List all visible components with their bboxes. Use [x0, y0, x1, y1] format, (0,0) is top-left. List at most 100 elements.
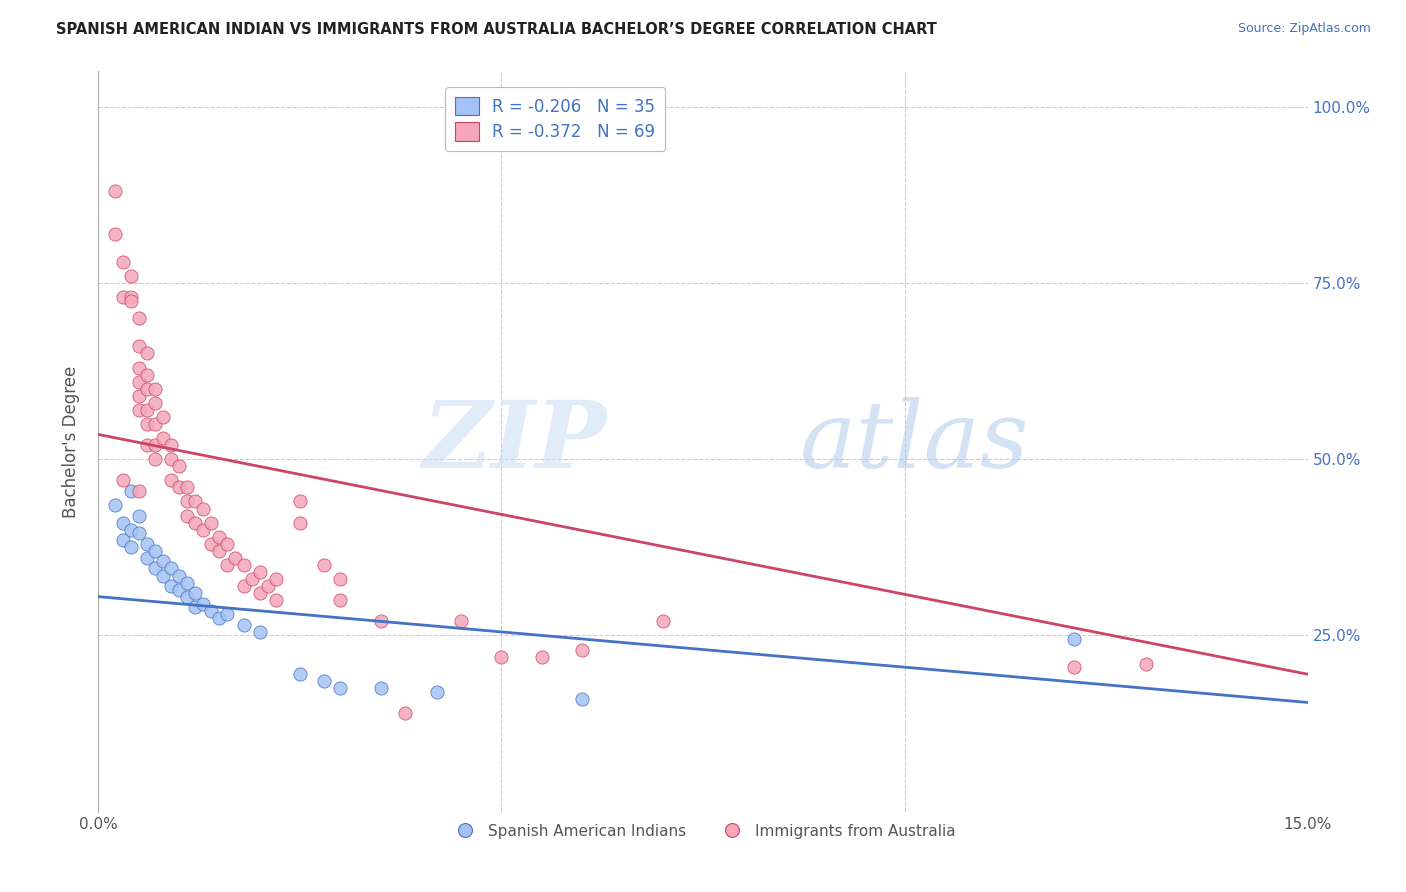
Point — [176, 575, 198, 590]
Point — [167, 568, 190, 582]
Point — [135, 402, 157, 417]
Point — [143, 561, 166, 575]
Point — [128, 360, 150, 375]
Point — [160, 561, 183, 575]
Point — [200, 604, 222, 618]
Point — [217, 537, 239, 551]
Point — [128, 375, 150, 389]
Point — [450, 615, 472, 629]
Point — [249, 586, 271, 600]
Point — [394, 706, 416, 720]
Point — [103, 498, 125, 512]
Point — [128, 508, 150, 523]
Point — [160, 438, 183, 452]
Point — [249, 624, 271, 639]
Point — [184, 600, 207, 615]
Text: atlas: atlas — [800, 397, 1029, 486]
Point — [135, 382, 157, 396]
Point — [184, 494, 207, 508]
Point — [208, 544, 231, 558]
Point — [160, 579, 183, 593]
Point — [152, 409, 174, 424]
Point — [329, 593, 352, 607]
Point — [111, 533, 134, 548]
Point — [208, 611, 231, 625]
Point — [184, 516, 207, 530]
Point — [224, 550, 246, 565]
Point — [232, 618, 254, 632]
Point — [135, 537, 157, 551]
Point — [217, 558, 239, 572]
Point — [135, 550, 157, 565]
Point — [1135, 657, 1157, 671]
Point — [193, 597, 215, 611]
Point — [264, 593, 287, 607]
Point — [128, 526, 150, 541]
Point — [240, 572, 263, 586]
Point — [200, 537, 222, 551]
Point — [160, 473, 183, 487]
Point — [264, 572, 287, 586]
Point — [167, 582, 190, 597]
Point — [152, 431, 174, 445]
Point — [491, 649, 513, 664]
Point — [256, 579, 278, 593]
Point — [571, 642, 593, 657]
Point — [184, 586, 207, 600]
Legend: Spanish American Indians, Immigrants from Australia: Spanish American Indians, Immigrants fro… — [444, 818, 962, 845]
Point — [103, 227, 125, 241]
Point — [208, 530, 231, 544]
Point — [152, 554, 174, 568]
Point — [111, 254, 134, 268]
Point — [176, 494, 198, 508]
Point — [167, 459, 190, 474]
Point — [120, 483, 142, 498]
Point — [103, 184, 125, 198]
Point — [176, 480, 198, 494]
Point — [143, 382, 166, 396]
Point — [1063, 632, 1085, 646]
Point — [217, 607, 239, 622]
Point — [120, 541, 142, 555]
Point — [314, 558, 336, 572]
Point — [152, 568, 174, 582]
Point — [120, 290, 142, 304]
Point — [111, 473, 134, 487]
Point — [426, 685, 449, 699]
Point — [120, 293, 142, 308]
Point — [135, 438, 157, 452]
Point — [167, 480, 190, 494]
Text: SPANISH AMERICAN INDIAN VS IMMIGRANTS FROM AUSTRALIA BACHELOR’S DEGREE CORRELATI: SPANISH AMERICAN INDIAN VS IMMIGRANTS FR… — [56, 22, 938, 37]
Point — [135, 417, 157, 431]
Point — [128, 483, 150, 498]
Point — [193, 501, 215, 516]
Point — [143, 396, 166, 410]
Point — [288, 516, 311, 530]
Point — [135, 346, 157, 360]
Point — [288, 494, 311, 508]
Point — [200, 516, 222, 530]
Point — [111, 290, 134, 304]
Point — [143, 417, 166, 431]
Point — [143, 452, 166, 467]
Point — [571, 692, 593, 706]
Point — [232, 558, 254, 572]
Point — [370, 615, 392, 629]
Point — [329, 681, 352, 696]
Point — [128, 311, 150, 326]
Point — [176, 590, 198, 604]
Point — [128, 339, 150, 353]
Point — [232, 579, 254, 593]
Point — [329, 572, 352, 586]
Point — [249, 565, 271, 579]
Point — [120, 523, 142, 537]
Point — [530, 649, 553, 664]
Point — [128, 389, 150, 403]
Point — [176, 508, 198, 523]
Point — [135, 368, 157, 382]
Point — [160, 452, 183, 467]
Point — [193, 523, 215, 537]
Text: Source: ZipAtlas.com: Source: ZipAtlas.com — [1237, 22, 1371, 36]
Point — [143, 438, 166, 452]
Y-axis label: Bachelor's Degree: Bachelor's Degree — [62, 366, 80, 517]
